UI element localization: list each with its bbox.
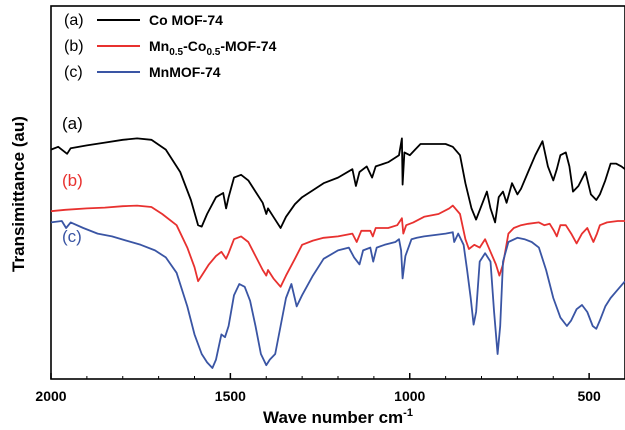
series-lines: [50, 137, 625, 369]
x-tick-label-500: 500: [577, 388, 601, 404]
legend-b-sub2: 0.5: [206, 47, 220, 58]
x-axis-ticks: [50, 373, 590, 379]
legend-letter-a: (a): [64, 12, 84, 29]
legend-entry-a: Co MOF-74: [149, 12, 223, 28]
legend-letter-b: (b): [64, 38, 84, 55]
legend-entry-b: Mn0.5-Co0.5-MOF-74: [149, 38, 277, 58]
x-tick-label-1000: 1000: [394, 388, 425, 404]
legend: (a) Co MOF-74 (b) Mn0.5-Co0.5-MOF-74 (c)…: [64, 12, 277, 81]
x-axis-title-superscript: -1: [403, 407, 413, 419]
legend-b-sub1: 0.5: [169, 47, 183, 58]
x-axis-title-text: Wave number cm: [263, 408, 403, 427]
plot-frame: [50, 5, 625, 380]
legend-b-prefix: Mn: [149, 38, 169, 54]
series-line-c: [50, 220, 625, 369]
curve-label-c: (c): [62, 227, 82, 246]
curve-label-b: (b): [62, 171, 83, 190]
legend-letter-c: (c): [64, 64, 83, 81]
legend-b-mid: -Co: [183, 38, 206, 54]
x-tick-label-1500: 1500: [215, 388, 246, 404]
series-line-b: [50, 204, 625, 288]
legend-entry-c: MnMOF-74: [149, 64, 221, 80]
x-tick-label-2000: 2000: [35, 388, 66, 404]
y-axis-title: Transimittance (au): [9, 116, 28, 272]
series-line-a: [50, 137, 625, 229]
x-axis-title: Wave number cm-1: [263, 407, 413, 427]
legend-b-suffix: -MOF-74: [220, 38, 276, 54]
x-axis-tick-labels: 2000 1500 1000 500: [35, 388, 601, 404]
curve-label-a: (a): [62, 114, 83, 133]
